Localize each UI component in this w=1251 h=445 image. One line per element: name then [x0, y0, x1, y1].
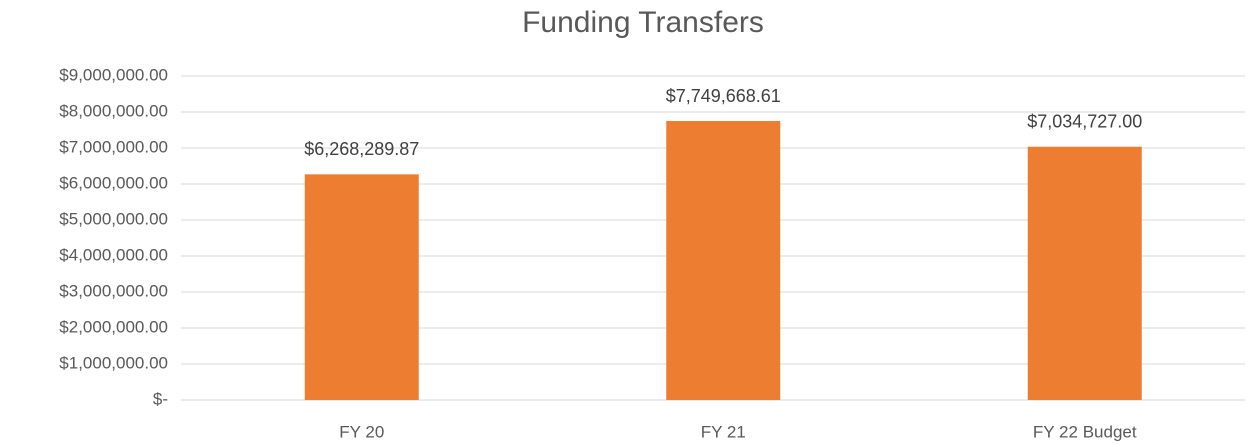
y-tick-label: $3,000,000.00 [59, 281, 168, 300]
x-tick-label: FY 20 [339, 422, 384, 441]
y-tick-label: $9,000,000.00 [59, 65, 168, 84]
y-tick-label: $7,000,000.00 [59, 137, 168, 156]
x-tick-label: FY 21 [701, 422, 746, 441]
bar [304, 174, 419, 400]
y-tick-label: $- [153, 389, 168, 408]
x-tick-label: FY 22 Budget [1033, 422, 1137, 441]
chart-title: Funding Transfers [522, 6, 764, 39]
y-tick-label: $1,000,000.00 [59, 353, 168, 372]
data-label: $7,034,727.00 [1027, 111, 1142, 131]
y-tick-label: $5,000,000.00 [59, 209, 168, 228]
y-tick-label: $6,000,000.00 [59, 173, 168, 192]
y-tick-label: $8,000,000.00 [59, 101, 168, 120]
y-tick-label: $2,000,000.00 [59, 317, 168, 336]
bar [1027, 146, 1142, 400]
y-tick-label: $4,000,000.00 [59, 245, 168, 264]
bar [666, 121, 781, 400]
data-label: $7,749,668.61 [666, 86, 781, 106]
data-label: $6,268,289.87 [304, 139, 419, 159]
